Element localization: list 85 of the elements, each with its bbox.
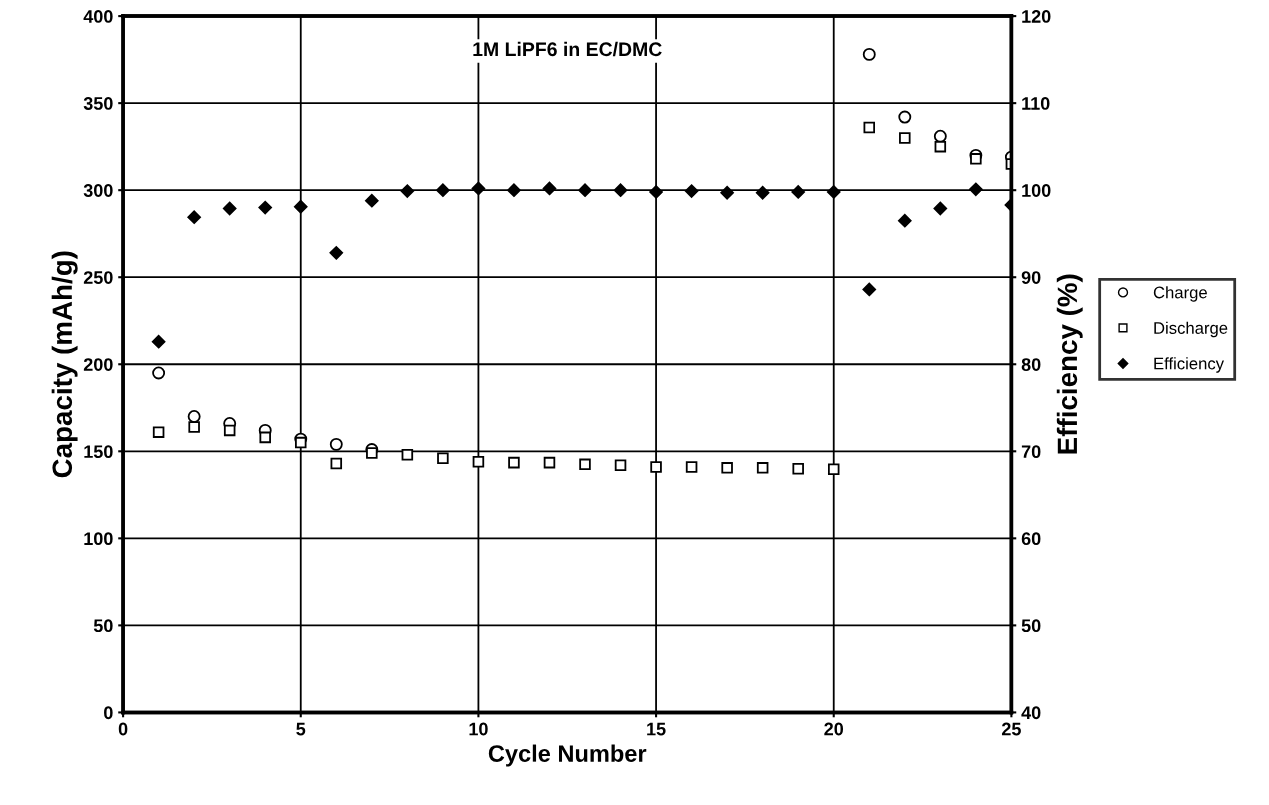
- x-tick-label: 15: [647, 722, 666, 736]
- point: [970, 153, 982, 165]
- point: [471, 181, 486, 196]
- point: [152, 366, 166, 380]
- point: [329, 246, 344, 260]
- point: [401, 449, 414, 461]
- point: [613, 183, 628, 197]
- x-tick-label: 0: [118, 722, 128, 736]
- point: [294, 436, 307, 449]
- y2-tick-label: 80: [1021, 358, 1041, 371]
- point: [187, 410, 201, 423]
- point: [437, 452, 449, 465]
- legend-label: Efficiency: [1154, 357, 1225, 373]
- point: [827, 463, 840, 475]
- y-tick-label: 300: [83, 184, 113, 197]
- point: [188, 421, 200, 433]
- y2-tick-label: 100: [1022, 184, 1051, 197]
- x-axis-title: Cycle Number: [488, 744, 647, 767]
- y2-tick-label: 120: [1022, 10, 1051, 23]
- point: [899, 132, 911, 144]
- point: [791, 185, 805, 199]
- point: [400, 184, 415, 198]
- point: [542, 181, 557, 196]
- point: [721, 462, 733, 474]
- y2-tick-label: 70: [1021, 445, 1041, 459]
- legend-label: Charge: [1153, 286, 1207, 302]
- point: [720, 185, 734, 200]
- point: [330, 457, 343, 470]
- x-tick-label: 20: [824, 722, 844, 736]
- y2-axis-title: Efficiency (%): [1056, 274, 1083, 454]
- point: [792, 462, 804, 475]
- point: [365, 193, 379, 208]
- point: [366, 447, 378, 459]
- point: [508, 456, 520, 469]
- point: [650, 461, 662, 473]
- y-tick-label: 50: [93, 619, 113, 633]
- point: [897, 213, 912, 228]
- y-tick-label: 400: [83, 10, 113, 23]
- x-tick-label: 10: [469, 722, 488, 736]
- point: [755, 185, 770, 200]
- point: [329, 437, 343, 451]
- y-axis-title: Capacity (mAh/g): [51, 251, 78, 478]
- point: [472, 455, 485, 468]
- point: [578, 183, 592, 197]
- point: [258, 200, 273, 215]
- point: [543, 456, 556, 469]
- point: [152, 426, 165, 438]
- point: [863, 121, 876, 134]
- point: [293, 199, 308, 214]
- y2-tick-label: 40: [1021, 706, 1041, 720]
- y2-tick-label: 50: [1021, 619, 1041, 633]
- text: 1M LiPF6 in EC/DMC: [473, 41, 662, 57]
- point: [436, 183, 450, 197]
- y-tick-label: 250: [83, 271, 113, 284]
- y-tick-label: 0: [104, 706, 113, 720]
- x-tick-label: 5: [296, 722, 306, 736]
- x-tick-label: 25: [1001, 722, 1021, 736]
- point: [579, 458, 591, 471]
- y-tick-label: 150: [84, 445, 113, 459]
- point: [898, 110, 912, 124]
- point: [259, 431, 271, 444]
- legend-label: Discharge: [1154, 321, 1228, 338]
- point: [862, 47, 876, 61]
- y-tick-label: 200: [83, 358, 113, 371]
- point: [649, 185, 663, 199]
- point: [222, 201, 237, 216]
- y2-tick-label: 110: [1022, 97, 1050, 110]
- point: [223, 424, 236, 437]
- point: [933, 129, 947, 143]
- point: [969, 182, 983, 197]
- point: [933, 201, 948, 216]
- point: [684, 184, 699, 198]
- point: [151, 334, 166, 349]
- y2-tick-label: 90: [1021, 271, 1041, 284]
- y-tick-label: 100: [84, 532, 113, 546]
- point: [826, 185, 841, 199]
- y-tick-label: 350: [83, 97, 113, 110]
- point: [934, 140, 947, 153]
- point: [862, 282, 877, 297]
- point: [685, 461, 698, 473]
- point: [507, 183, 521, 197]
- point: [614, 459, 627, 471]
- point: [756, 462, 769, 474]
- point: [187, 210, 201, 224]
- y2-tick-label: 60: [1021, 532, 1041, 546]
